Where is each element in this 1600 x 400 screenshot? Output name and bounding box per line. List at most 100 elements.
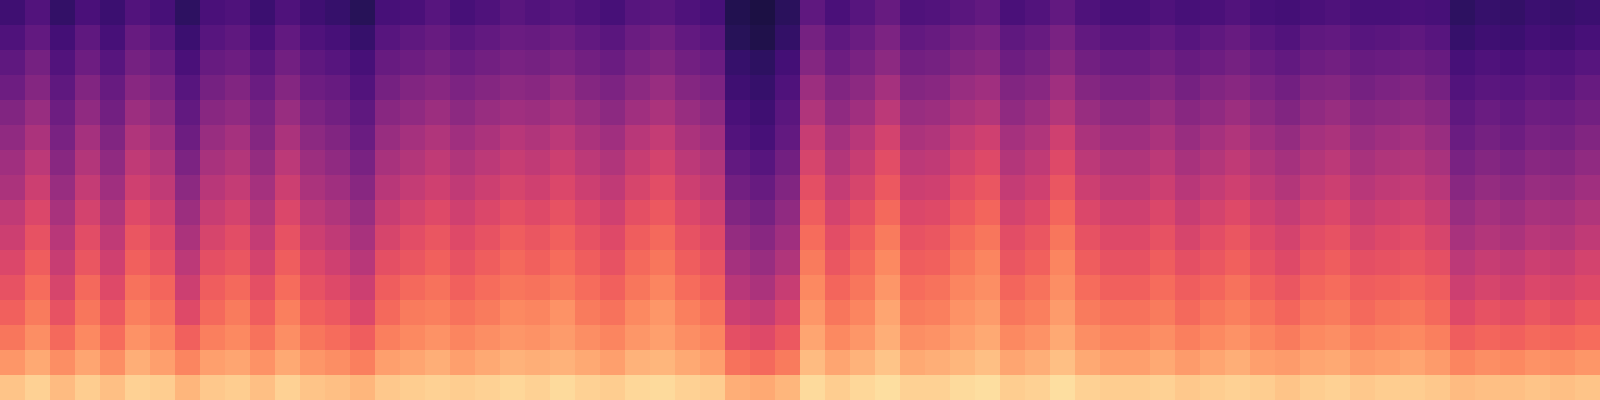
heatmap-cell [300,75,326,101]
heatmap-cell [900,325,926,351]
heatmap-cell [75,0,101,26]
heatmap-cell [1550,325,1576,351]
heatmap-cell [225,325,251,351]
heatmap-cell [925,150,951,176]
heatmap-cell [1300,175,1326,201]
heatmap-cell [550,250,576,276]
heatmap-cell [1200,100,1226,126]
heatmap-cell [775,150,801,176]
heatmap-cell [700,75,726,101]
heatmap-cell [500,100,526,126]
heatmap-cell [400,200,426,226]
heatmap-cell [850,275,876,301]
heatmap-cell [675,175,701,201]
heatmap-cell [1100,375,1126,400]
heatmap-cell [550,150,576,176]
heatmap-cell [575,50,601,76]
heatmap-cell [1475,225,1501,251]
heatmap-cell [650,225,676,251]
heatmap-cell [450,0,476,26]
heatmap-cell [450,50,476,76]
heatmap-cell [50,50,76,76]
heatmap-cell [1000,25,1026,51]
heatmap-cell [325,275,351,301]
heatmap-cell [950,100,976,126]
heatmap-cell [950,225,976,251]
heatmap-cell [1400,125,1426,151]
heatmap-cell [100,375,126,400]
heatmap-cell [150,50,176,76]
heatmap-cell [450,150,476,176]
heatmap-cell [25,225,51,251]
heatmap-cell [450,250,476,276]
heatmap-cell [1300,300,1326,326]
heatmap-cell [950,75,976,101]
heatmap-cell [425,350,451,376]
heatmap-cell [1500,350,1526,376]
heatmap-cell [1450,225,1476,251]
heatmap-cell [475,125,501,151]
heatmap-cell [425,0,451,26]
heatmap-cell [1200,350,1226,376]
heatmap-cell [1350,325,1376,351]
heatmap-cell [750,175,776,201]
heatmap-cell [175,150,201,176]
heatmap-cell [875,150,901,176]
heatmap-cell [675,125,701,151]
heatmap-cell [550,200,576,226]
heatmap-cell [1475,75,1501,101]
heatmap-cell [1225,150,1251,176]
heatmap-cell [150,225,176,251]
heatmap-cell [625,300,651,326]
heatmap-cell [1025,100,1051,126]
heatmap-cell [1050,225,1076,251]
heatmap-cell [100,250,126,276]
heatmap-cell [750,225,776,251]
heatmap-cell [1400,300,1426,326]
heatmap-cell [1125,250,1151,276]
heatmap-cell [725,250,751,276]
heatmap-cell [0,0,26,26]
heatmap-cell [325,200,351,226]
heatmap-cell [1475,150,1501,176]
heatmap-cell [1375,25,1401,51]
heatmap-cell [775,0,801,26]
heatmap-cell [25,350,51,376]
heatmap-cell [1550,0,1576,26]
heatmap-cell [700,375,726,400]
heatmap-cell [1150,0,1176,26]
heatmap-cell [75,200,101,226]
heatmap-cell [825,225,851,251]
heatmap-cell [1475,250,1501,276]
heatmap-cell [475,350,501,376]
heatmap-cell [1425,300,1451,326]
heatmap-cell [1375,175,1401,201]
heatmap-cell [625,150,651,176]
heatmap-cell [650,75,676,101]
heatmap-cell [400,275,426,301]
heatmap-cell [875,75,901,101]
heatmap-cell [825,25,851,51]
heatmap-cell [300,250,326,276]
heatmap-cell [650,350,676,376]
heatmap-cell [1100,50,1126,76]
heatmap-cell [700,250,726,276]
heatmap-cell [875,125,901,151]
heatmap-cell [250,100,276,126]
heatmap-cell [1100,100,1126,126]
heatmap-cell [600,100,626,126]
heatmap-cell [250,125,276,151]
heatmap-cell [1525,225,1551,251]
heatmap-cell [1150,375,1176,400]
heatmap-cell [1325,0,1351,26]
heatmap-cell [1150,325,1176,351]
heatmap-cell [1550,300,1576,326]
heatmap-cell [1000,100,1026,126]
heatmap-cell [1425,125,1451,151]
heatmap-cell [750,250,776,276]
heatmap-cell [425,300,451,326]
heatmap-cell [600,250,626,276]
heatmap-cell [1325,300,1351,326]
heatmap-cell [325,250,351,276]
heatmap-cell [75,100,101,126]
